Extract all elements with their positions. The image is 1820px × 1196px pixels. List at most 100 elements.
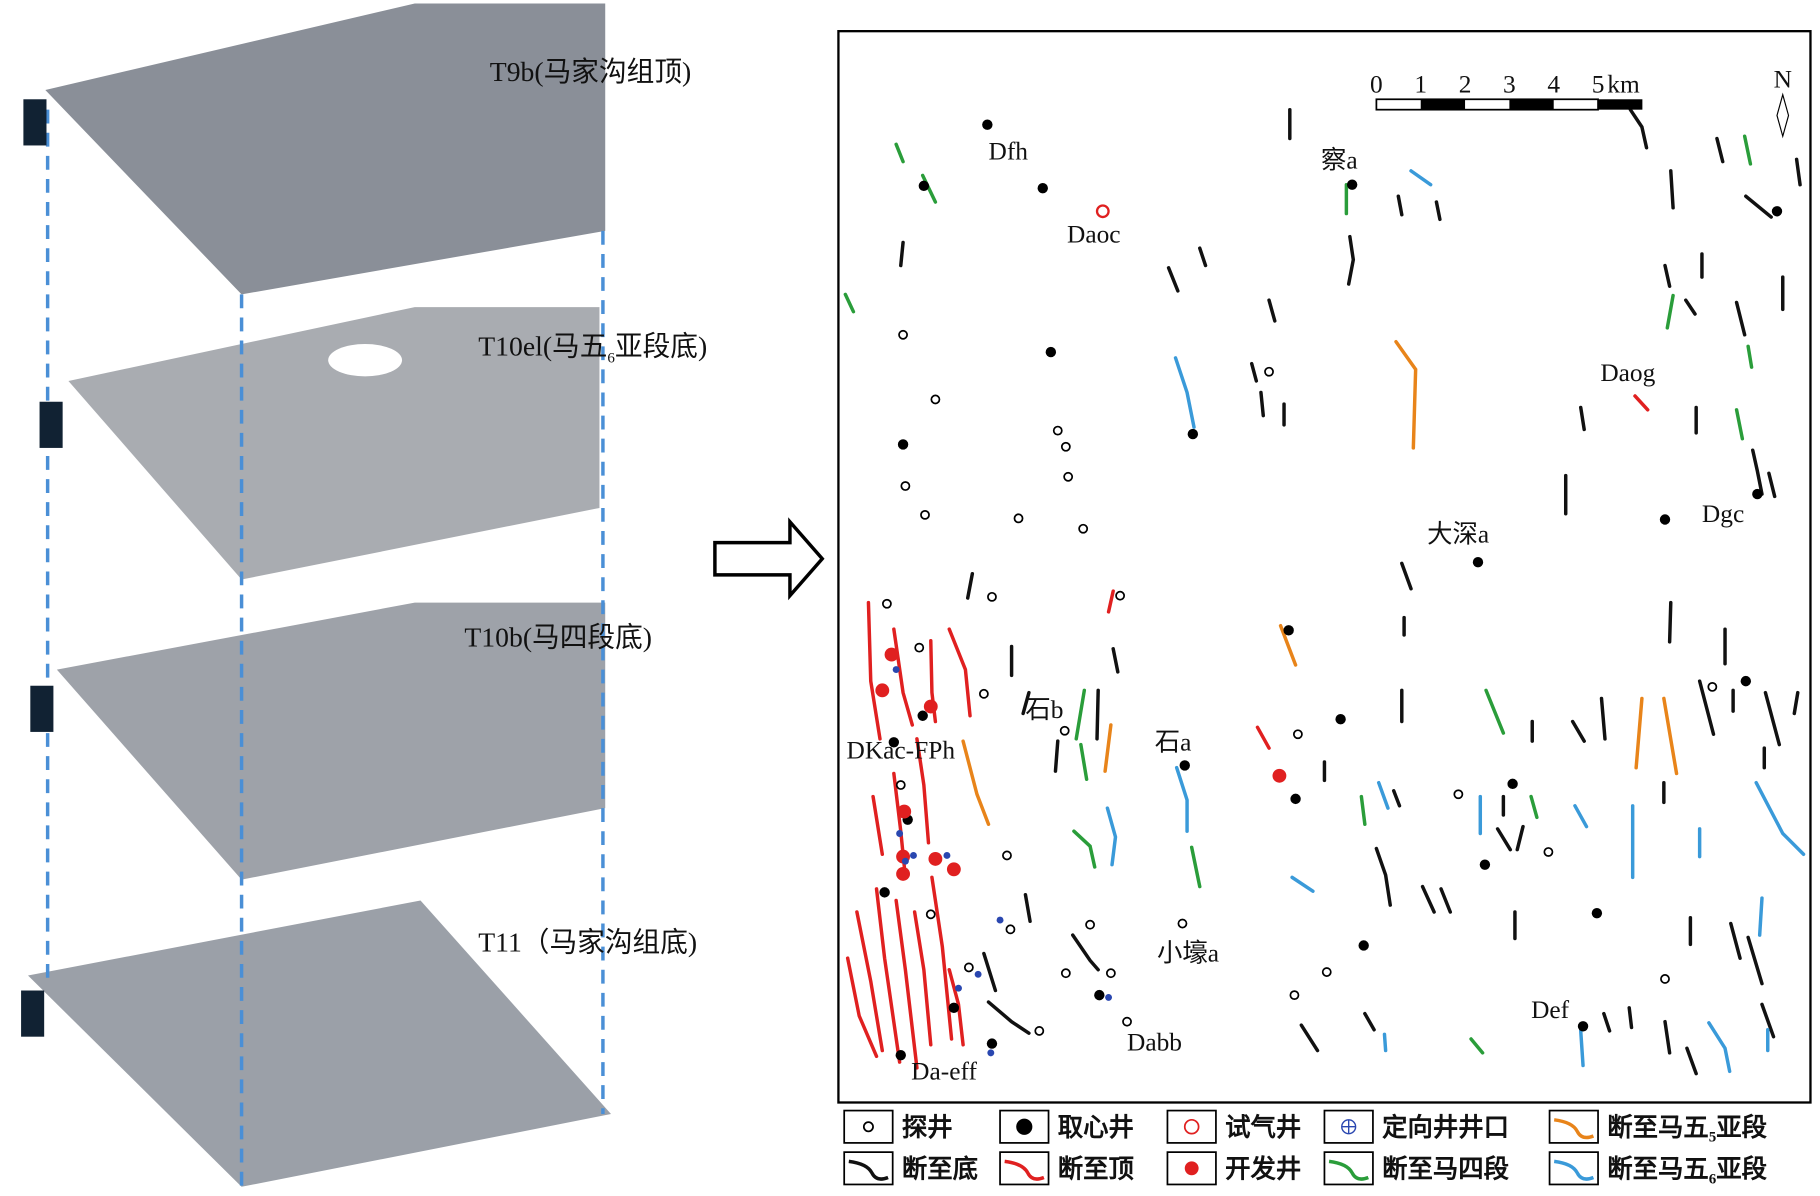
fault [1391,789,1402,808]
well-label: Da-eff [911,1057,977,1085]
exploration-well [925,909,936,920]
fault [1023,892,1032,923]
legend-symbol [862,1121,874,1133]
fault [1495,827,1513,852]
legend-text: 取心井 [1058,1114,1134,1142]
scale-tick-label: 1 [1414,70,1427,98]
fault [1578,405,1586,432]
legend-label: 试气井 [1225,1113,1301,1142]
core-well [1752,488,1763,500]
core-well [1290,793,1301,805]
exploration-well [1078,523,1089,534]
exploration-well [898,329,908,340]
legend-symbol [1004,1159,1045,1181]
fault [1074,688,1087,741]
fault [1021,690,1031,716]
core-well [982,119,993,130]
well-label: Daog [1600,359,1655,387]
legend-text: 探井 [902,1114,953,1142]
fault [986,1000,1031,1035]
fault [1189,845,1202,889]
fault [1439,887,1453,914]
well-label: Daoc [1067,220,1121,248]
legend-label: 定向井井口 [1382,1113,1509,1142]
fault [1794,157,1802,187]
fault [1662,696,1679,776]
legend-text: 定向井井口 [1382,1113,1509,1142]
fault [912,910,933,1047]
exploration-well [1292,729,1303,740]
development-well [897,804,912,819]
legend-sub: 6 [1709,1171,1717,1187]
core-well [1659,514,1671,525]
exploration-well [963,962,974,973]
fault [871,794,885,857]
exploration-well [1177,918,1188,929]
fault [874,887,902,1064]
fault [1599,696,1607,741]
fault [1374,846,1392,907]
fault [1396,194,1404,217]
fault [894,142,905,164]
legend-text: 试气井 [1225,1113,1301,1142]
core-well [1094,989,1105,1001]
legend-label: 开发井 [1225,1155,1301,1184]
development-well [875,683,890,698]
fault [947,967,965,1047]
legend-symbol [1341,1119,1356,1134]
scale-tick-label: 2 [1459,70,1472,98]
fault [1754,780,1806,857]
core-well [1740,675,1752,687]
color-bars [21,99,63,1037]
legend-symbol [848,1159,889,1181]
legend-box [1323,1109,1374,1144]
exploration-well [920,509,930,520]
exploration-well [895,780,906,790]
fault [1627,1006,1634,1030]
fault [1685,1046,1698,1076]
fault [930,875,954,1041]
fault [1409,169,1433,187]
fault [1346,234,1356,286]
exploration-well [1060,441,1071,452]
exploration-well [1005,924,1016,935]
fault [1173,356,1196,429]
legend-label: 断至马四段 [1382,1155,1509,1184]
legend-symbol [1183,1118,1200,1135]
well-label: 察a [1321,147,1358,175]
exploration-well [1059,725,1070,736]
exploration-well [1289,990,1300,1001]
fault [1376,780,1390,810]
exploration-well [1660,974,1670,984]
fault [1684,298,1697,316]
fault [1255,725,1271,750]
legend-text: 开发井 [1225,1155,1301,1184]
exploration-well [1115,590,1126,601]
core-well [1179,760,1190,771]
north-label: N [1774,66,1792,94]
well-label: 小壕a [1157,940,1219,968]
exploration-well [1052,425,1063,436]
fault [1669,169,1675,210]
well-label: Dabb [1127,1029,1182,1057]
core-well [1037,182,1048,194]
scale-unit: km [1607,70,1640,98]
core-well [1479,859,1491,870]
scale-bar: 0 1 2 3 4 5 km [1370,70,1643,111]
fault [1359,794,1367,827]
fault [1515,824,1525,852]
fault [1742,134,1753,166]
fault [965,572,975,600]
north-arrow [1776,92,1790,139]
directional-well [996,916,1004,924]
slab [28,900,611,1187]
legend-tail: 亚段 [1716,1155,1767,1184]
core-well [1283,625,1294,636]
fault [915,737,931,845]
fault [1760,1002,1776,1039]
core-well [888,737,900,748]
core-well [1187,428,1199,440]
fault [1663,263,1672,289]
